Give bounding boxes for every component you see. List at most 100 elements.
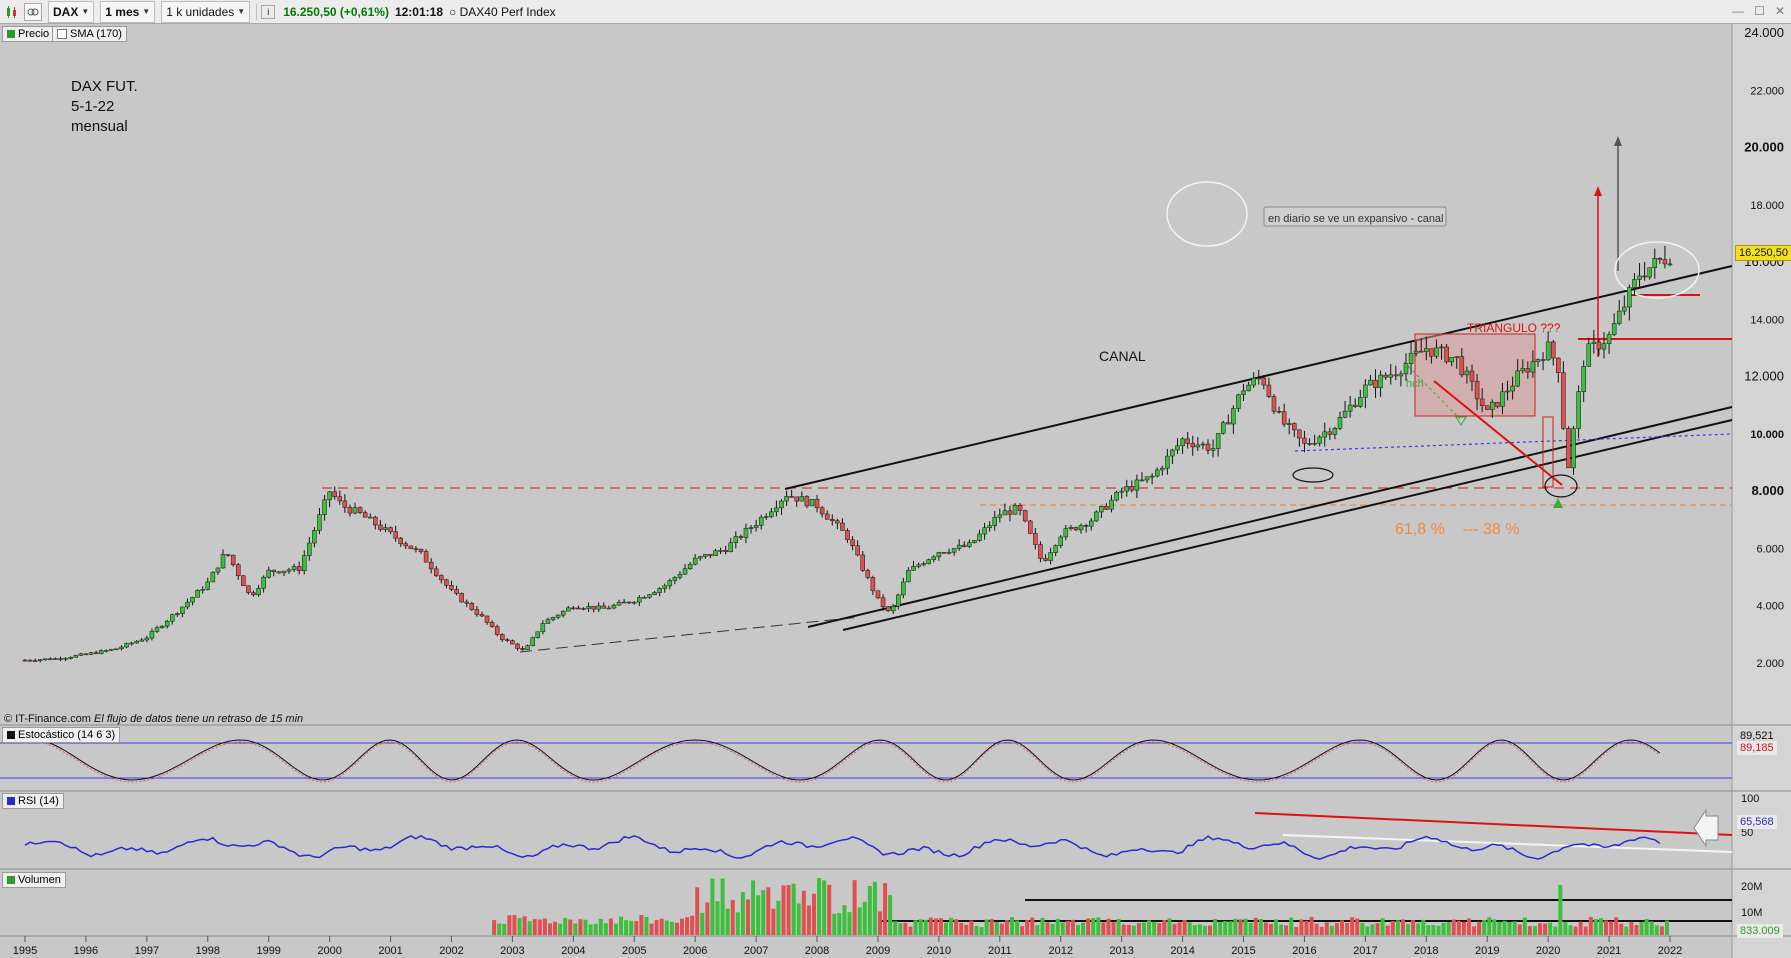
volume-bar xyxy=(1527,926,1532,935)
candle xyxy=(1434,347,1439,357)
volume-bar xyxy=(1375,923,1380,935)
candle xyxy=(1347,404,1353,412)
white-ellipse-highlight[interactable] xyxy=(1614,241,1700,299)
title-annotation[interactable]: DAX FUT. 5-1-22 mensual xyxy=(71,77,138,137)
volume-bar xyxy=(1197,924,1202,935)
note-box[interactable] xyxy=(1263,206,1447,227)
candle xyxy=(109,648,114,651)
canal-label[interactable]: CANAL xyxy=(1099,348,1146,364)
candle xyxy=(1363,384,1368,398)
candle-chart-icon[interactable] xyxy=(4,4,20,20)
instrument-name[interactable]: ○ DAX40 Perf Index xyxy=(449,4,556,19)
rsi-legend[interactable]: RSI (14) xyxy=(2,793,64,809)
stoch-legend[interactable]: Estocástico (14 6 3) xyxy=(2,727,121,743)
red-drop-line[interactable] xyxy=(1433,380,1563,486)
indicator-layer xyxy=(24,739,1669,935)
white-ellipse-empty[interactable] xyxy=(1166,181,1248,247)
candle xyxy=(1124,486,1129,492)
candle xyxy=(1556,357,1561,373)
units-select[interactable]: 1 k unidades ▼ xyxy=(161,0,251,23)
triangulo-label[interactable]: TRIANGULO ??? xyxy=(1467,321,1561,335)
channel-bottom-line-1[interactable] xyxy=(807,406,1733,628)
candle xyxy=(1180,438,1185,447)
price-legend[interactable]: Precio xyxy=(2,26,55,42)
volume-bar xyxy=(1441,922,1446,935)
candle xyxy=(1657,257,1663,260)
volume-bar xyxy=(1152,921,1157,935)
volume-bar xyxy=(1177,922,1182,935)
candle xyxy=(830,519,835,521)
volume-bar xyxy=(751,880,756,935)
candle xyxy=(1028,520,1033,534)
symbol-select[interactable]: DAX ▼ xyxy=(48,0,95,23)
close-icon[interactable]: ✕ xyxy=(1774,4,1785,18)
price-axis: 24.00022.00020.00018.00016.00014.00012.0… xyxy=(1744,25,1784,670)
candle xyxy=(1251,377,1256,386)
volume-bar xyxy=(1522,917,1527,935)
candle xyxy=(439,575,444,581)
volume-bar xyxy=(999,923,1004,935)
candle xyxy=(434,568,439,576)
candle xyxy=(804,496,810,507)
drop-box[interactable] xyxy=(1542,416,1554,488)
candle xyxy=(423,551,429,563)
volume-bar xyxy=(1142,922,1147,935)
candle xyxy=(1094,511,1099,522)
volume-bar xyxy=(1314,923,1319,935)
candle xyxy=(743,527,749,538)
candle xyxy=(1530,361,1536,373)
candle xyxy=(540,623,546,633)
candle xyxy=(1073,527,1079,531)
volume-bar xyxy=(1466,918,1471,935)
rsi-red-trendline[interactable] xyxy=(1254,812,1733,836)
channel-bottom-line-2[interactable] xyxy=(842,419,1733,631)
candle xyxy=(459,593,464,603)
candle xyxy=(1266,384,1272,397)
fib-label[interactable]: 61,8 % --- 38 % xyxy=(1395,521,1520,538)
volume-bar xyxy=(573,923,578,935)
candle xyxy=(662,585,667,589)
volume-tick-10m: 10M xyxy=(1741,907,1763,919)
volume-bar xyxy=(954,919,959,935)
candle xyxy=(1591,341,1597,345)
candle xyxy=(1510,385,1515,392)
maximize-icon[interactable]: ☐ xyxy=(1754,4,1765,18)
year-label: 2006 xyxy=(683,945,707,957)
black-ellipse-2016[interactable] xyxy=(1292,467,1334,483)
price-axis-tick: 20.000 xyxy=(1744,140,1784,155)
blue-dotted-line[interactable] xyxy=(1294,433,1733,452)
volume-bar xyxy=(512,915,517,935)
dashed-trendline[interactable] xyxy=(519,616,861,653)
hch-label[interactable]: hch xyxy=(1406,378,1424,390)
candle xyxy=(931,556,937,560)
volume-bar xyxy=(1086,918,1091,935)
minimize-icon[interactable]: — xyxy=(1732,4,1745,18)
volume-bar xyxy=(796,903,801,935)
volume-legend[interactable]: Volumen xyxy=(2,872,66,888)
rsi-white-trendline[interactable] xyxy=(1282,834,1733,853)
volume-bar xyxy=(1482,919,1487,935)
rsi-label: RSI (14) xyxy=(18,795,59,807)
volume-bar xyxy=(654,920,659,935)
year-label: 2021 xyxy=(1597,945,1621,957)
volume-bar xyxy=(786,885,791,935)
candle xyxy=(215,567,221,573)
candle xyxy=(73,655,79,658)
black-ellipse-2020[interactable] xyxy=(1544,474,1578,498)
chart-area[interactable]: 24.00022.00020.00018.00016.00014.00012.0… xyxy=(0,24,1791,958)
link-icon[interactable] xyxy=(24,2,42,21)
period-select[interactable]: 1 mes ▼ xyxy=(100,0,156,23)
left-arrow-icon[interactable] xyxy=(1693,808,1719,848)
candle xyxy=(1637,275,1642,280)
info-icon[interactable]: i xyxy=(261,4,276,19)
candle xyxy=(835,520,840,524)
rsi-value: 65,568 xyxy=(1737,815,1777,829)
candle xyxy=(276,571,282,574)
volume-bar xyxy=(1659,926,1664,935)
candle xyxy=(1616,310,1622,324)
volume-bar xyxy=(1406,924,1411,935)
candle xyxy=(286,569,292,572)
hch-neckline[interactable] xyxy=(1403,361,1461,420)
sma-legend[interactable]: SMA (170) xyxy=(52,26,127,42)
candle xyxy=(581,608,586,610)
